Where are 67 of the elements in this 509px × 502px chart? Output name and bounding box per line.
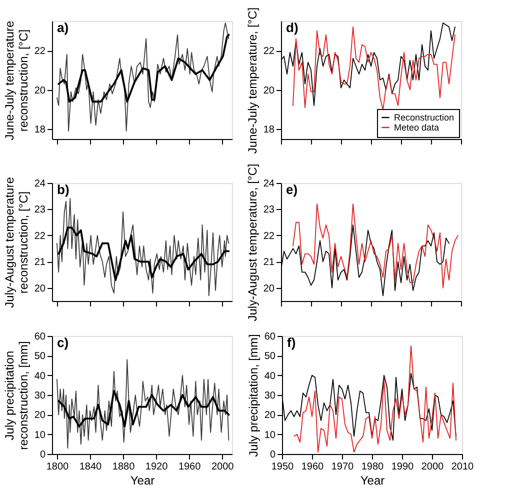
x-tick-label: 1960: [178, 462, 202, 472]
x-tick-label: 2000: [421, 462, 444, 472]
x-tick-label: 1960: [301, 462, 324, 472]
annotation: b): [57, 182, 70, 197]
y-tick-label: 20: [34, 85, 46, 96]
x-tick-label: 1800: [46, 462, 70, 472]
annotation: c): [57, 335, 69, 350]
y-tick-label: 20: [34, 410, 46, 422]
y-tick-label: 23: [263, 204, 275, 216]
y-tick-label: 50: [34, 351, 46, 362]
x-axis-title: Year: [360, 474, 385, 488]
annotation: f): [287, 335, 296, 350]
x-tick-label: 1980: [361, 462, 384, 472]
line-series: [56, 198, 230, 296]
x-tick-label: 2000: [211, 462, 234, 472]
annotation: a): [57, 20, 69, 35]
y-tick-label: 60: [264, 332, 276, 342]
y-tick-label: 40: [34, 370, 46, 382]
line-series: [294, 345, 456, 452]
x-tick-label: 1950: [271, 462, 294, 472]
annotation: e): [286, 182, 298, 197]
legend-label: Reconstruction: [394, 112, 454, 122]
x-tick-label: 1970: [331, 462, 354, 472]
y-tick-label: 21: [263, 257, 275, 268]
y-tick-label: 22: [263, 230, 275, 242]
x-tick-label: 1880: [112, 462, 136, 472]
annotation: d): [286, 20, 298, 35]
y-axis-title: July precipitation, [mm]: [246, 334, 260, 457]
y-tick-label: 20: [263, 283, 275, 294]
y-tick-label: 10: [264, 430, 276, 441]
legend-label: Meteo data: [394, 122, 440, 132]
y-axis-title: July precipitation reconstruction, [mm]: [2, 341, 30, 450]
y-tick-label: 20: [34, 283, 46, 294]
x-tick-label: 1990: [391, 462, 414, 472]
line-series: [56, 22, 230, 132]
y-tick-label: 22: [263, 46, 275, 57]
y-tick-label: 0: [40, 450, 46, 460]
y-axis-title: June-July temperature, [°C]: [245, 7, 260, 154]
x-tick-label: 2010: [451, 462, 474, 472]
y-tick-label: 22: [34, 46, 46, 57]
y-axis-title: July-August temperature reconstruction, [°C]: [2, 176, 30, 308]
line-series: [292, 204, 458, 288]
y-tick-label: 23: [34, 204, 46, 216]
y-tick-label: 20: [264, 410, 276, 422]
y-tick-label: 30: [264, 390, 276, 402]
y-tick-label: 50: [264, 351, 276, 362]
y-tick-label: 30: [34, 390, 46, 402]
line-series: [56, 359, 230, 449]
y-tick-label: 18: [34, 124, 46, 136]
line-series: [58, 226, 230, 281]
y-tick-label: 20: [263, 85, 275, 96]
y-axis-title: July-August temperature, [°C]: [245, 164, 260, 322]
y-axis-title: June-July temperature reconstruction, [°C]: [2, 20, 30, 140]
y-tick-label: 0: [270, 450, 276, 460]
y-tick-label: 40: [264, 370, 276, 382]
y-tick-label: 21: [34, 257, 46, 268]
y-tick-label: 24: [34, 178, 46, 190]
x-axis-title: Year: [130, 474, 155, 488]
x-tick-label: 1840: [79, 462, 102, 472]
y-tick-label: 10: [34, 430, 46, 441]
y-tick-label: 24: [263, 178, 275, 190]
line-series: [58, 390, 230, 428]
y-tick-label: 18: [263, 124, 275, 136]
y-tick-label: 60: [34, 332, 46, 342]
x-tick-label: 1920: [145, 462, 168, 472]
line-series: [58, 34, 230, 103]
y-tick-label: 22: [34, 230, 46, 242]
